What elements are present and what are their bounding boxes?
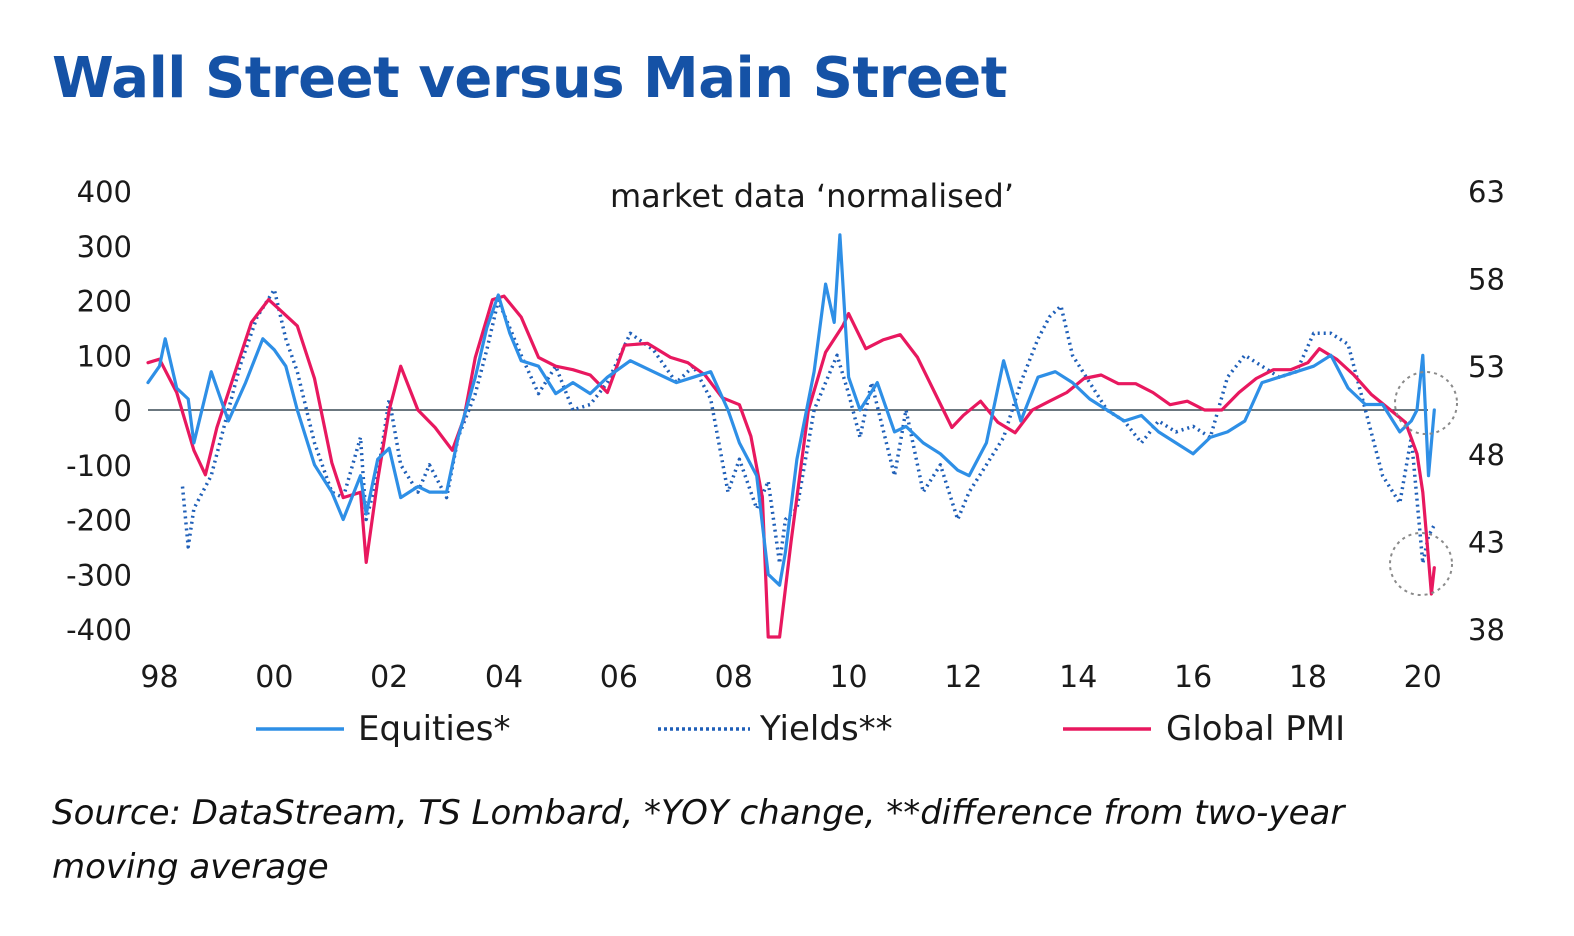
x-tick-label: 16 (1174, 660, 1212, 695)
page-title: Wall Street versus Main Street (52, 46, 1008, 111)
legend-label: Yields** (759, 709, 893, 749)
y-left-tick-label: 0 (114, 394, 132, 428)
series-line-global-pmi (146, 294, 1436, 639)
series-line-yields (180, 287, 1436, 566)
y-left-tick-label: -100 (66, 449, 132, 483)
x-tick-label: 12 (944, 660, 982, 695)
x-tick-label: 18 (1289, 660, 1327, 695)
legend-label: Global PMI (1166, 709, 1345, 749)
y-left-tick-label: -400 (66, 613, 132, 647)
chart-legend: Equities* Yields** Global PMI (256, 709, 1345, 749)
y-left-tick-label: 100 (77, 339, 132, 373)
source-note: Source: DataStream, TS Lombard, *YOY cha… (52, 793, 1345, 887)
y-right-tick-label: 58 (1468, 263, 1505, 297)
y-right-tick-label: 53 (1468, 350, 1505, 384)
chart-subtitle: market data ‘normalised’ (610, 177, 1014, 215)
y-right-tick-label: 38 (1468, 613, 1505, 647)
annotation-circle (1394, 371, 1458, 435)
y-left-tick-label: -300 (66, 558, 132, 592)
y-left-tick-label: 400 (77, 175, 132, 209)
x-tick-label: 04 (485, 660, 523, 695)
chart: market data ‘normalised’ 4003002001000-1… (66, 175, 1505, 749)
x-tick-label: 20 (1404, 660, 1442, 695)
x-tick-label: 02 (370, 660, 408, 695)
chart-axes: 4003002001000-100-200-300-40063585348433… (66, 175, 1505, 695)
chart-series-group (146, 233, 1458, 639)
y-left-tick-label: 300 (77, 230, 132, 264)
x-tick-label: 10 (829, 660, 867, 695)
annotation-circle (1389, 532, 1453, 596)
x-tick-label: 08 (715, 660, 753, 695)
y-right-tick-label: 48 (1468, 438, 1505, 472)
series-line-equities (146, 233, 1436, 587)
x-tick-label: 14 (1059, 660, 1097, 695)
x-tick-label: 06 (600, 660, 638, 695)
y-right-tick-label: 63 (1468, 175, 1505, 209)
legend-label: Equities* (358, 709, 510, 749)
x-tick-label: 00 (255, 660, 293, 695)
x-tick-label: 98 (140, 660, 178, 695)
y-left-tick-label: -200 (66, 504, 132, 538)
y-right-tick-label: 43 (1468, 525, 1505, 559)
y-left-tick-label: 200 (77, 285, 132, 319)
